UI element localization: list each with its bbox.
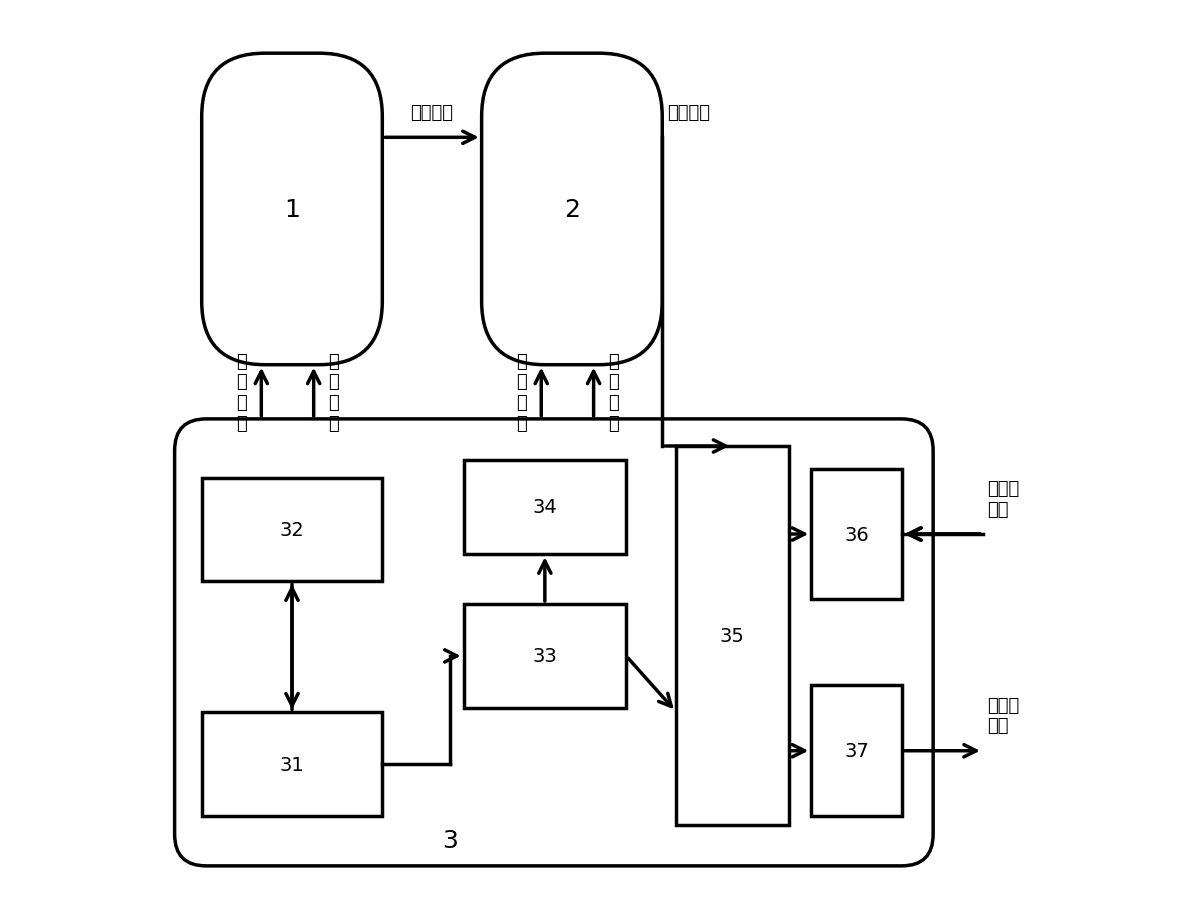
Bar xyxy=(202,713,382,816)
Text: 34: 34 xyxy=(532,498,557,517)
Text: 校正参数: 校正参数 xyxy=(667,104,709,122)
Bar xyxy=(811,686,902,816)
FancyBboxPatch shape xyxy=(481,54,662,365)
Bar xyxy=(811,469,902,600)
Text: 2: 2 xyxy=(564,198,579,222)
Text: 校正参数: 校正参数 xyxy=(411,104,453,122)
Text: 控
制
总
线: 控 制 总 线 xyxy=(328,352,339,433)
Text: 31: 31 xyxy=(280,755,304,774)
Bar xyxy=(464,460,627,555)
FancyBboxPatch shape xyxy=(202,54,382,365)
Bar xyxy=(464,604,627,708)
Text: 3: 3 xyxy=(442,828,458,852)
FancyBboxPatch shape xyxy=(175,419,933,866)
Text: 36: 36 xyxy=(844,525,868,544)
Text: 1: 1 xyxy=(284,198,300,222)
Text: 37: 37 xyxy=(844,741,868,760)
Text: 地
址
总
线: 地 址 总 线 xyxy=(236,352,247,433)
Text: 校正后
图像: 校正后 图像 xyxy=(988,696,1020,734)
Text: 35: 35 xyxy=(720,626,745,646)
Bar xyxy=(202,478,382,582)
Bar xyxy=(676,446,788,825)
Text: 33: 33 xyxy=(532,647,557,666)
Text: 32: 32 xyxy=(280,520,304,539)
Text: 地
址
总
线: 地 址 总 线 xyxy=(516,352,526,433)
Text: 校正前
图像: 校正前 图像 xyxy=(988,480,1020,518)
Text: 控
制
总
线: 控 制 总 线 xyxy=(608,352,618,433)
